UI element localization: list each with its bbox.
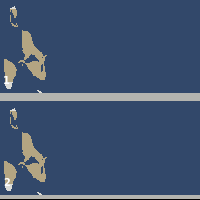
Text: 1: 1 <box>3 76 10 86</box>
Text: 2: 2 <box>3 178 10 188</box>
